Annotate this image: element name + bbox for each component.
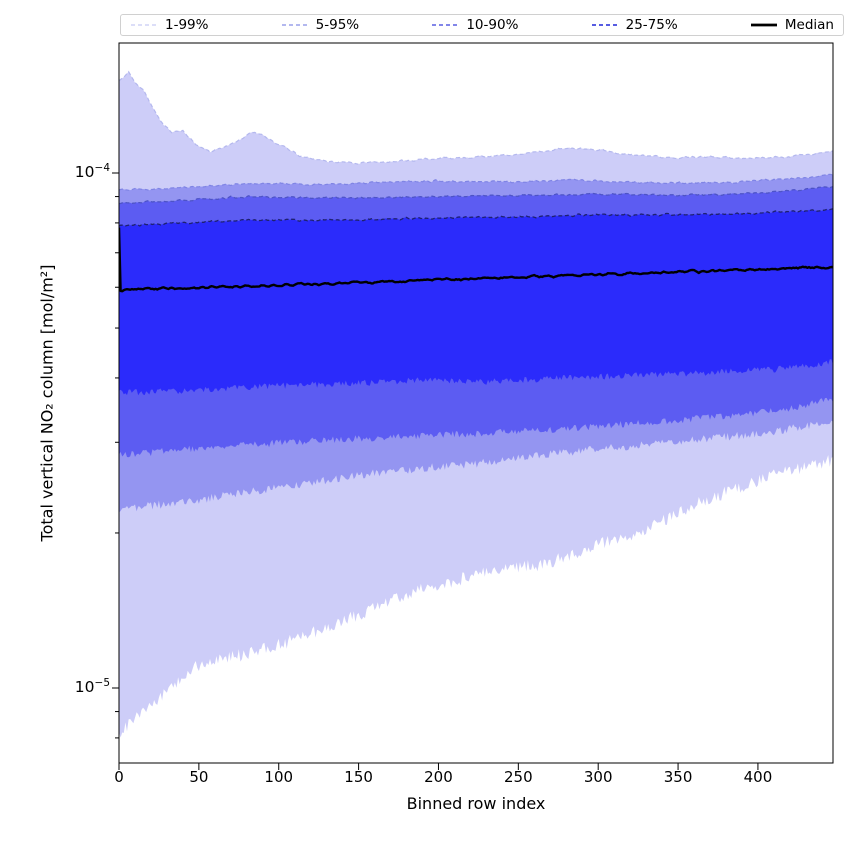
x-tick-label: 0 [114, 768, 124, 786]
x-tick-label: 50 [189, 768, 209, 786]
p75-line [119, 208, 833, 227]
y-tick-label: 10−5 [74, 677, 110, 697]
legend-item: 10-90% [431, 17, 518, 33]
x-tick-label: 100 [264, 768, 294, 786]
legend-label: 1-99% [165, 17, 209, 33]
x-tick-label: 300 [583, 768, 613, 786]
y-tick-label: 10−4 [74, 162, 110, 182]
p95-line [119, 173, 833, 191]
x-tick-label: 250 [504, 768, 533, 786]
x-tick-label: 350 [663, 768, 693, 786]
legend-swatch-dashed [131, 24, 157, 26]
legend-label: 10-90% [466, 17, 519, 33]
plot-area [119, 70, 833, 738]
legend-label: Median [784, 17, 834, 33]
legend-item: Median [750, 17, 834, 33]
legend: 1-99% 5-95% 10-90% 25-75% Median [120, 14, 844, 36]
band-25-75 [119, 208, 833, 396]
y-axis-label: Total vertical NO₂ column [mol/m²] [37, 264, 57, 542]
x-tick-label: 400 [743, 768, 773, 786]
legend-item: 25-75% [591, 17, 678, 33]
legend-swatch-dashed [591, 24, 618, 26]
x-tick-label: 200 [424, 768, 453, 786]
legend-item: 1-99% [130, 17, 208, 33]
p99-line [119, 70, 833, 165]
legend-item: 5-95% [281, 17, 359, 33]
axes-frame [112, 42, 834, 770]
legend-swatch-dashed [281, 24, 308, 26]
legend-swatch-solid [750, 23, 777, 27]
x-tick-label: 150 [344, 768, 373, 786]
median-line [119, 227, 833, 293]
legend-label: 5-95% [315, 17, 360, 33]
x-axis-label: Binned row index [406, 794, 546, 813]
legend-swatch-dashed [432, 24, 459, 26]
legend-label: 25-75% [625, 17, 678, 33]
